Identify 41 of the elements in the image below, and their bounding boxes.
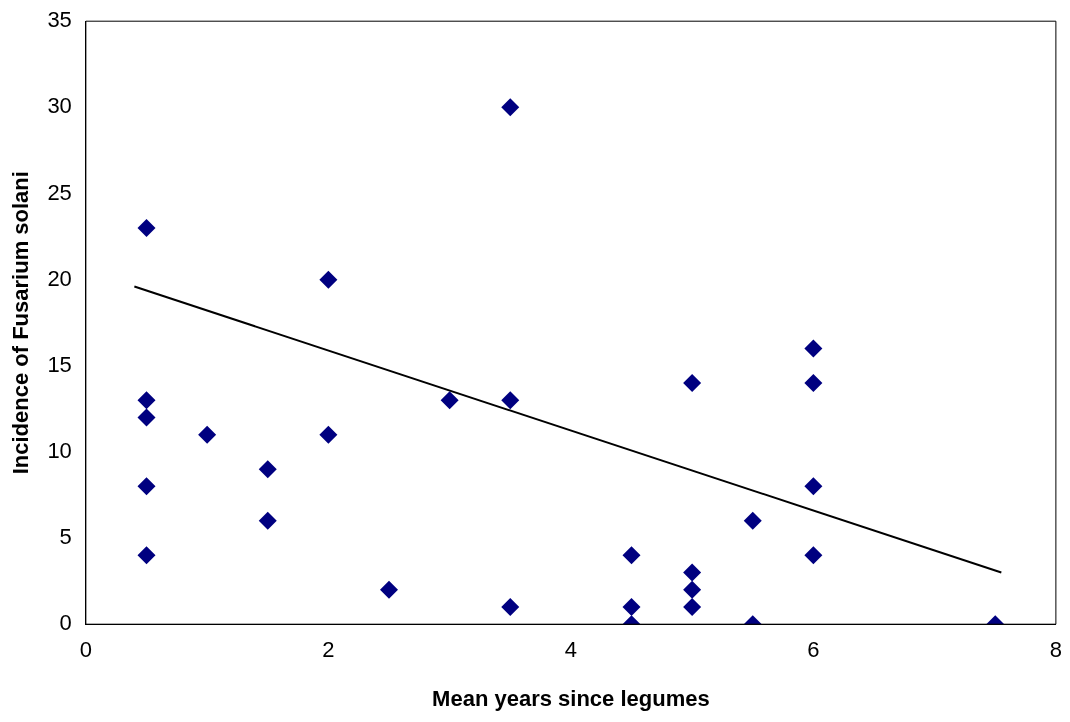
point [440, 391, 459, 410]
y-tick-label: 35 [47, 7, 72, 33]
point [622, 546, 641, 565]
y-tick-label: 30 [47, 93, 72, 119]
point [743, 511, 762, 530]
point [804, 546, 823, 565]
point [137, 546, 156, 565]
x-tick-label: 8 [1049, 637, 1063, 663]
x-tick-label: 2 [322, 637, 335, 663]
point [198, 425, 217, 444]
x-tick-label: 4 [564, 637, 577, 663]
y-tick-label: 25 [47, 179, 72, 205]
x-tick-label: 6 [807, 637, 820, 663]
y-tick-label: 20 [47, 265, 72, 291]
y-axis-title: Incidence of Fusarium solani [8, 171, 34, 475]
point [683, 563, 702, 582]
point [683, 580, 702, 599]
point [501, 597, 520, 616]
point [683, 597, 702, 616]
point [622, 597, 641, 616]
point [380, 580, 398, 599]
y-tick-label: 5 [59, 524, 72, 550]
point [804, 477, 823, 496]
point [319, 425, 338, 444]
point [258, 511, 277, 530]
y-tick-label: 0 [59, 610, 72, 636]
x-axis-title: Mean years since legumes [432, 685, 710, 711]
x-tick-label: 0 [79, 637, 92, 663]
point [804, 374, 823, 392]
point [258, 460, 277, 479]
y-tick-label: 15 [47, 351, 72, 377]
point [501, 391, 520, 410]
point [501, 98, 520, 117]
point [683, 374, 702, 392]
point [319, 270, 338, 289]
y-tick-label: 10 [47, 437, 72, 463]
point [137, 477, 156, 496]
point [137, 218, 156, 237]
point [137, 391, 156, 410]
point [137, 408, 156, 427]
point [804, 339, 823, 358]
